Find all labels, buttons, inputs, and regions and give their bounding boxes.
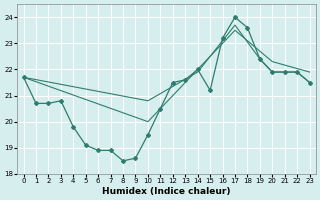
X-axis label: Humidex (Indice chaleur): Humidex (Indice chaleur) bbox=[102, 187, 231, 196]
